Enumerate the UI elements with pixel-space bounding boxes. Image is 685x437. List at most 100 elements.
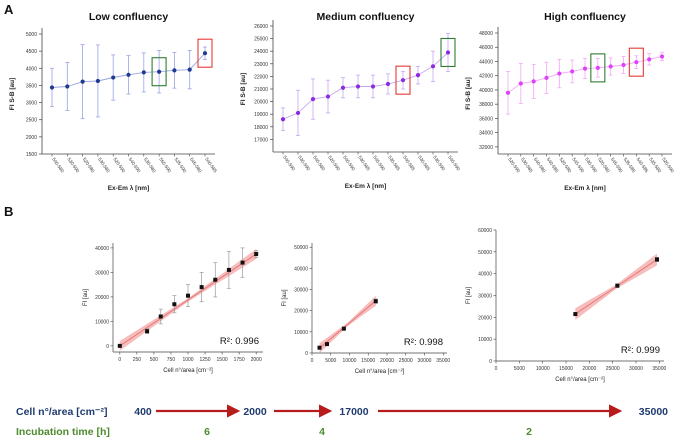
y-tick-label: 1500	[26, 152, 37, 158]
data-point	[445, 50, 451, 55]
x-tick-label: 0	[495, 366, 498, 372]
x-tick-label: 540-590	[342, 155, 356, 172]
chart-B2: 0 10000 20000 30000 40000 50000 0 5000 10000 1500…	[282, 243, 450, 375]
x-tick-label: 1750	[234, 357, 245, 363]
x-tick-label: 530-585	[357, 155, 371, 172]
data-point	[325, 94, 331, 99]
x-tick-label: 540-585	[636, 157, 650, 174]
x-tick-label: 2000	[251, 357, 262, 363]
y-axis-label: FI [au]	[466, 287, 472, 304]
y-tick-label: 20000	[95, 295, 109, 301]
timeline-point: 17000	[339, 406, 368, 418]
x-tick-label: 530-590	[297, 155, 311, 172]
x-tick-label: 530-585	[417, 155, 431, 172]
x-tick-label: 520-590	[507, 157, 521, 174]
y-tick-label: 23000	[254, 62, 268, 68]
data-point	[186, 293, 190, 298]
data-point	[254, 252, 259, 257]
y-tick-label: 19000	[254, 112, 268, 118]
chart-A2: Medium confluency 17000 18000 19000 20000 210…	[240, 11, 461, 190]
x-tick-label: 535-590	[432, 155, 446, 172]
y-tick-label: 50000	[294, 245, 308, 251]
x-tick-label: 535-580	[648, 157, 662, 174]
data-point	[659, 54, 665, 59]
data-point	[518, 81, 523, 86]
data-point	[202, 51, 208, 56]
data-point	[280, 117, 286, 122]
data-point	[385, 81, 391, 87]
y-tick-label: 18000	[254, 125, 268, 131]
data-point	[111, 75, 116, 80]
data-point	[141, 70, 146, 75]
chart-title: High confluency	[544, 11, 626, 23]
x-tick-label: 520-590	[327, 155, 341, 172]
series-line	[282, 52, 449, 120]
data-point	[295, 110, 301, 116]
data-point	[157, 69, 162, 74]
x-tick-label: 545-590	[571, 157, 585, 174]
x-tick-label: 540-580	[51, 157, 65, 174]
chart-B1: 0 10000 20000 30000 40000 0 250 500 750 1000 1250 1…	[83, 243, 263, 374]
y-tick-label: 4000	[26, 66, 37, 72]
x-tick-label: 545-590	[372, 155, 386, 172]
y-tick-label: 40000	[294, 266, 308, 272]
x-tick-label: 520-590	[112, 157, 126, 174]
highlight-box-green	[590, 53, 606, 83]
chart-title: Medium confluency	[316, 11, 414, 23]
data-point	[621, 62, 626, 68]
y-tick-label: 50000	[478, 250, 492, 256]
data-point	[655, 257, 659, 262]
y-tick-label: 0	[106, 344, 109, 350]
chart-A1: Low confluency 1500 2000 2500 3000 3500 4000 45…	[9, 11, 218, 192]
data-point	[65, 84, 70, 89]
timeline-row1-label: Cell n°/area [cm⁻²]	[16, 406, 107, 418]
x-tick-label: 15000	[361, 358, 375, 364]
data-point	[557, 71, 562, 76]
data-point	[647, 57, 652, 62]
y-tick-label: 20000	[294, 309, 308, 315]
y-tick-label: 0	[305, 351, 308, 357]
y-tick-label: 21000	[254, 87, 268, 93]
x-tick-label: 15000	[559, 366, 573, 372]
r-squared-label: R²: 0.996	[220, 336, 259, 347]
data-point	[430, 64, 436, 69]
y-axis-label: FI S-B [au]	[240, 73, 247, 106]
chart-A3: High confluency 32000 34000 36000 38000 40000…	[465, 11, 675, 192]
y-tick-label: 36000	[479, 116, 493, 122]
y-tick-label: 34000	[479, 131, 493, 137]
data-point	[582, 66, 588, 71]
data-point	[595, 65, 600, 70]
x-tick-label: 535-590	[174, 157, 188, 174]
y-tick-label: 44000	[479, 59, 493, 65]
x-axis-label: Cell n°/area [cm⁻²]	[163, 368, 213, 374]
x-tick-label: 5000	[325, 358, 336, 364]
data-point	[325, 342, 329, 347]
data-point	[145, 329, 150, 334]
x-tick-label: 540-585	[546, 157, 560, 174]
x-tick-label: 520-580	[597, 157, 611, 174]
highlight-box-red	[395, 65, 411, 95]
x-tick-label: 1000	[182, 357, 193, 363]
timeline: Cell n°/area [cm⁻²] Incubation time [h] 40…	[16, 404, 668, 437]
r-squared-label: R²: 0.998	[404, 337, 443, 348]
x-tick-label: 530-585	[520, 157, 534, 174]
highlight-box-red	[628, 47, 644, 77]
data-point	[505, 90, 511, 95]
x-tick-label: 545-580	[189, 157, 203, 174]
x-tick-label: 530-590	[584, 157, 598, 174]
x-tick-label: 25000	[606, 366, 620, 372]
x-tick-label: 10000	[343, 358, 357, 364]
r-squared-label: R²: 0.999	[621, 345, 660, 356]
x-tick-label: 0	[311, 358, 314, 364]
y-tick-label: 32000	[479, 145, 493, 151]
data-point	[340, 85, 346, 90]
x-tick-label: 530-580	[143, 157, 157, 174]
data-point	[172, 68, 177, 73]
data-point	[373, 299, 378, 304]
x-tick-label: 10000	[536, 366, 550, 372]
chart-title: Low confluency	[89, 11, 169, 23]
y-tick-label: 40000	[478, 272, 492, 278]
x-tick-label: 30000	[418, 358, 432, 364]
